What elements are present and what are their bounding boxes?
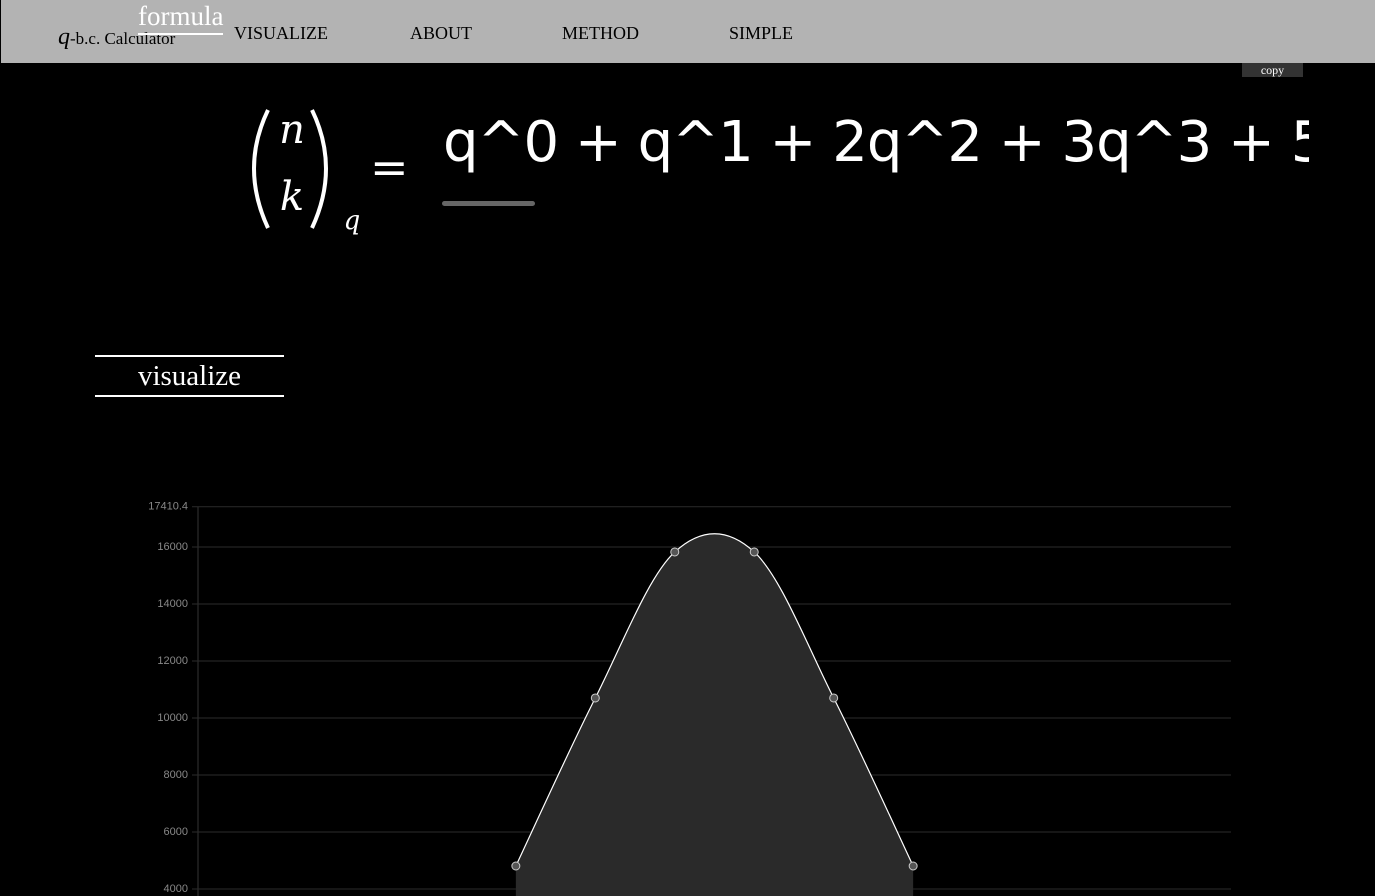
active-tab[interactable]: formula — [138, 0, 224, 35]
paren-right — [310, 109, 328, 229]
line — [515, 533, 914, 867]
nav-bar: q-b.c. Calculator formula VISUALIZE ABOU… — [1, 0, 1375, 63]
point — [590, 693, 600, 703]
point — [829, 693, 839, 703]
y-tick-label: 12000 — [157, 655, 188, 667]
formula-scroll[interactable]: q^0 + q^1 + 2q^2 + 3q^3 + 5q^4 + 6 — [443, 100, 1309, 200]
y-tick-label: 10000 — [157, 712, 188, 724]
area — [515, 533, 914, 896]
y-tick-label: 14000 — [157, 598, 188, 610]
nav-link[interactable]: METHOD — [562, 23, 639, 43]
copy-button[interactable]: copy — [1242, 63, 1303, 77]
equals: = — [370, 140, 409, 194]
y-tick-label: 4000 — [164, 883, 188, 895]
point — [511, 861, 521, 871]
binomial: n k q — [252, 107, 361, 236]
nav-link[interactable]: VISUALIZE — [234, 23, 328, 43]
y-tick-label: 6000 — [164, 826, 188, 838]
brand-q: q — [58, 24, 70, 50]
y-tick-label: 8000 — [164, 769, 188, 781]
paren-left — [252, 109, 270, 229]
point — [908, 861, 918, 871]
binom-bottom: k — [280, 174, 304, 220]
y-tick-label: 17410.4 — [148, 501, 188, 513]
point — [749, 547, 759, 557]
binom-top: n — [279, 107, 305, 153]
section-title: visualize — [95, 355, 284, 397]
nav-link[interactable]: SIMPLE — [729, 23, 794, 43]
scrollbar[interactable] — [442, 201, 535, 206]
point — [670, 547, 680, 557]
binom-sub: q — [344, 206, 361, 236]
y-tick-label: 16000 — [157, 541, 188, 553]
nav-link[interactable]: ABOUT — [410, 23, 472, 43]
formula-text: q^0 + q^1 + 2q^2 + 3q^3 + 5q^4 + 6 — [443, 110, 1309, 175]
